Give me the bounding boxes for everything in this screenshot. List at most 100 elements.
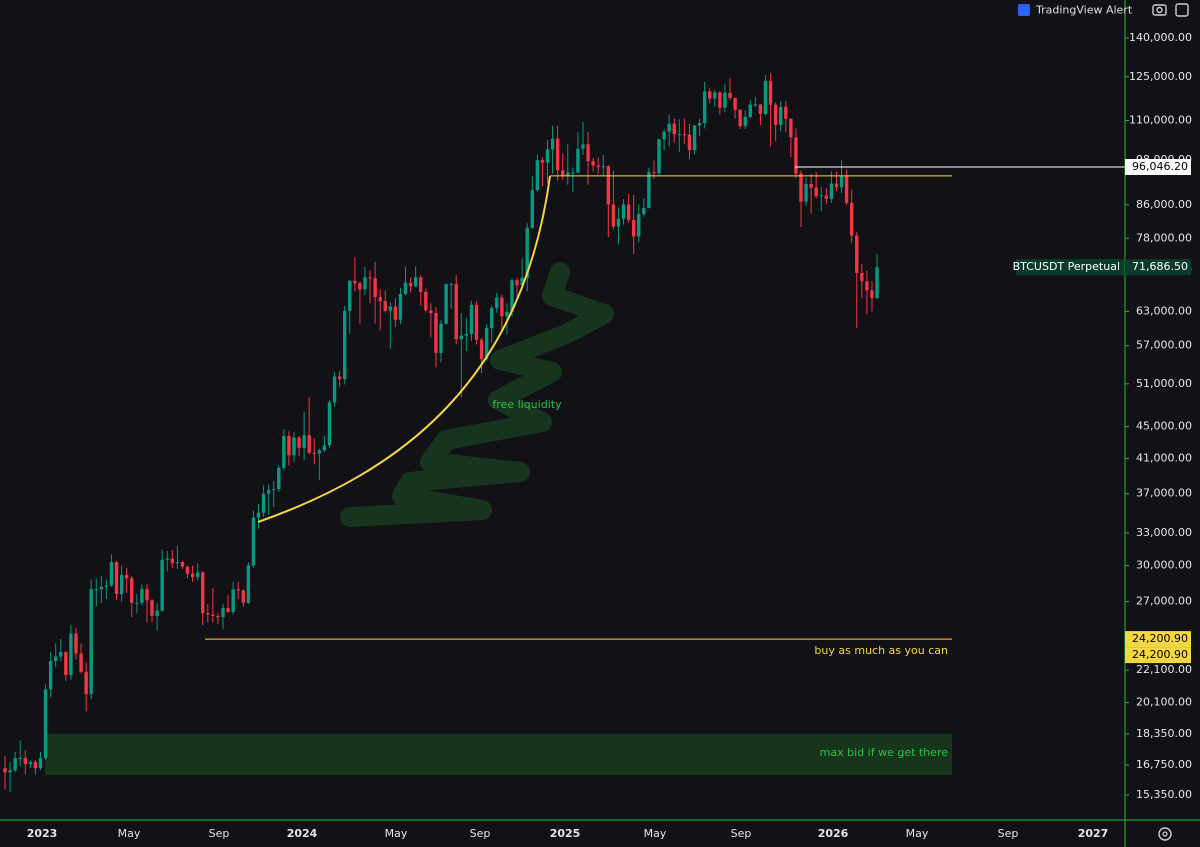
candle-body bbox=[637, 214, 641, 237]
candle-body bbox=[59, 652, 63, 657]
candle-body bbox=[292, 437, 296, 456]
candle-body bbox=[555, 138, 560, 171]
candle-body bbox=[261, 493, 266, 513]
candle-body bbox=[28, 762, 33, 765]
candle-body bbox=[723, 92, 727, 108]
toolbar: TradingView Alert bbox=[1018, 3, 1189, 841]
candle-body bbox=[408, 282, 413, 287]
camera-icon[interactable] bbox=[1152, 4, 1167, 16]
candle-body bbox=[814, 187, 818, 197]
price-label-bg bbox=[1125, 158, 1191, 175]
candle-body bbox=[505, 311, 509, 317]
candle-body bbox=[490, 308, 494, 329]
candle-body bbox=[226, 608, 230, 612]
annotation: free liquidity bbox=[492, 398, 562, 411]
candle-body bbox=[439, 323, 443, 353]
candle-body bbox=[849, 202, 854, 236]
candle-body bbox=[195, 572, 200, 578]
candle-body bbox=[479, 339, 484, 360]
candle-body bbox=[302, 435, 306, 448]
y-tick-label: 37,000.00 bbox=[1136, 487, 1192, 500]
candle-body bbox=[282, 435, 286, 468]
candle-body bbox=[581, 144, 585, 149]
x-tick-label: May bbox=[906, 827, 929, 840]
symbol-tag: BTCUSDT Perpetual bbox=[1013, 260, 1120, 273]
candle-body bbox=[824, 195, 829, 199]
candle-body bbox=[799, 173, 803, 202]
candle-body bbox=[616, 218, 621, 227]
candle-body bbox=[566, 172, 570, 176]
candle-body bbox=[84, 671, 88, 695]
candle-body bbox=[201, 572, 205, 614]
y-tick-label: 18,350.00 bbox=[1136, 727, 1192, 740]
candle-body bbox=[69, 633, 73, 675]
bid-zone bbox=[45, 733, 952, 776]
candle-body bbox=[180, 562, 185, 567]
symbol-tag-bg bbox=[1016, 259, 1124, 276]
candle-body bbox=[216, 615, 220, 618]
fullscreen-button[interactable] bbox=[1175, 3, 1189, 17]
y-tick-label: 45,000.00 bbox=[1136, 420, 1192, 433]
candle-body bbox=[642, 208, 646, 215]
candle-body bbox=[794, 137, 798, 174]
y-tick-label: 16,750.00 bbox=[1136, 758, 1192, 771]
candle-body bbox=[459, 335, 463, 340]
candle-body bbox=[165, 558, 169, 560]
candle-body bbox=[241, 590, 245, 603]
candle-body bbox=[190, 573, 195, 578]
y-tick-label: 86,000.00 bbox=[1136, 198, 1192, 211]
y-tick-label: 63,000.00 bbox=[1136, 304, 1192, 317]
candle-body bbox=[865, 281, 869, 291]
candle-body bbox=[662, 131, 666, 140]
x-tick-label: Sep bbox=[470, 827, 491, 840]
candle-body bbox=[606, 166, 611, 205]
candle-body bbox=[160, 559, 164, 611]
candle-body bbox=[434, 313, 438, 353]
overlay-layer: free liquidity buy as much as you can max … bbox=[205, 166, 1125, 759]
price-label: 71,686.50 bbox=[1132, 260, 1188, 273]
scribble bbox=[340, 262, 614, 527]
candle-body bbox=[758, 104, 763, 115]
candle-body bbox=[272, 489, 276, 491]
screenshot-button[interactable] bbox=[1152, 4, 1167, 16]
y-tick-label: 30,000.00 bbox=[1136, 559, 1192, 572]
candle-body bbox=[74, 633, 78, 654]
y-tick-label: 15,350.00 bbox=[1136, 788, 1192, 801]
candle-body bbox=[540, 160, 545, 163]
candle-body bbox=[332, 376, 337, 403]
candle-body bbox=[23, 758, 27, 765]
candle-body bbox=[287, 435, 291, 456]
candle-body bbox=[393, 306, 398, 320]
candle-body bbox=[322, 445, 327, 451]
settings-button[interactable] bbox=[1158, 827, 1172, 841]
candle-body bbox=[469, 304, 474, 334]
candle-body bbox=[510, 280, 514, 312]
camera-lens[interactable] bbox=[1156, 6, 1163, 14]
candle-body bbox=[124, 574, 129, 579]
gear-icon[interactable] bbox=[1158, 827, 1172, 841]
candle-body bbox=[251, 517, 256, 566]
candle-body bbox=[454, 283, 458, 340]
candle-body bbox=[327, 402, 332, 446]
candle-body bbox=[576, 148, 580, 173]
candle-body bbox=[561, 170, 565, 176]
alert-button[interactable]: TradingView Alert bbox=[1035, 4, 1133, 17]
candle-body bbox=[398, 293, 403, 320]
candle-body bbox=[855, 235, 859, 273]
candle-body bbox=[140, 589, 144, 603]
candle-body bbox=[525, 227, 529, 278]
candle-body bbox=[844, 175, 849, 203]
price-label: 24,200.90 bbox=[1132, 648, 1188, 661]
y-tick-label: 110,000.00 bbox=[1129, 114, 1192, 127]
y-tick-label: 51,000.00 bbox=[1136, 377, 1192, 390]
candle-body bbox=[79, 653, 83, 672]
alert-icon[interactable] bbox=[1018, 4, 1030, 16]
x-tick-label: 2027 bbox=[1078, 827, 1109, 840]
candle-body bbox=[317, 450, 322, 454]
candle-body bbox=[170, 558, 175, 564]
candle-body bbox=[601, 166, 605, 168]
gear-center[interactable] bbox=[1162, 831, 1168, 837]
candle-body bbox=[119, 574, 124, 595]
candle-body bbox=[109, 562, 114, 586]
